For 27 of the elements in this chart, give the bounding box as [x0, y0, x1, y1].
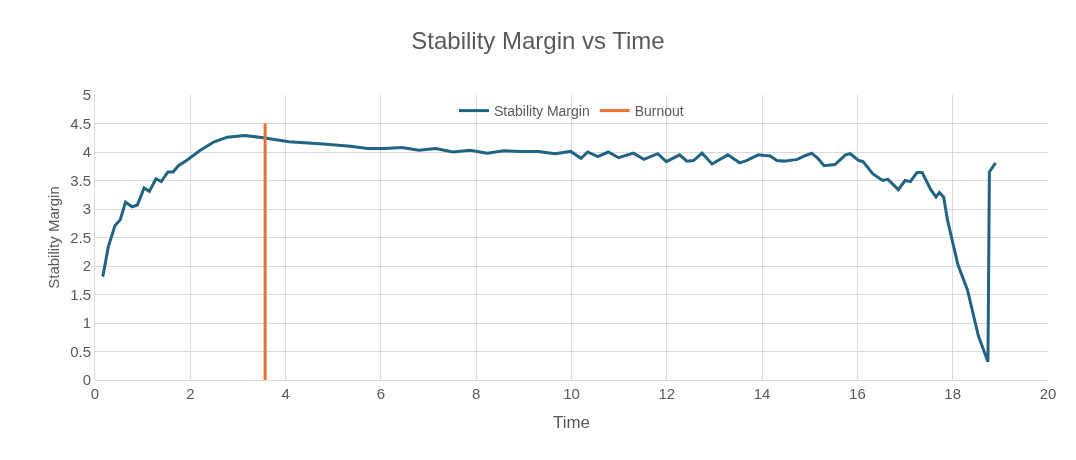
line-series [100, 133, 998, 364]
x-tick-label: 14 [753, 385, 771, 402]
y-tick-label: 4.5 [70, 114, 91, 132]
chart-title: Stability Margin vs Time [411, 27, 665, 54]
x-tick-label: 8 [472, 385, 481, 402]
x-tick-label: 12 [658, 385, 676, 402]
y-tick-label: 1.5 [70, 285, 91, 303]
y-tick-label: 0.5 [70, 342, 91, 360]
x-tick-label: 20 [1039, 385, 1057, 402]
x-tick-label: 6 [376, 385, 386, 402]
x-tick-label: 2 [186, 385, 195, 402]
y-axis-title: Stability Margin [45, 186, 63, 289]
x-tick-label: 10 [563, 385, 580, 402]
y-tick-label: 3 [82, 200, 91, 218]
legend-label: Stability Margin [494, 103, 590, 120]
x-tick-label: 4 [281, 385, 290, 402]
y-tick-label: 0 [82, 371, 91, 389]
legend-label: Burnout [634, 103, 684, 120]
x-tick-label: 16 [849, 385, 866, 402]
y-tick-label: 2.5 [70, 228, 91, 246]
x-tick-label: 18 [944, 385, 962, 402]
x-axis-title: Time [552, 413, 591, 433]
y-tick-label: 4 [82, 143, 91, 161]
y-tick-label: 1 [82, 314, 91, 332]
y-tick-label: 3.5 [70, 171, 91, 189]
y-tick-label: 2 [82, 257, 91, 275]
y-tick-label: 5 [82, 86, 91, 104]
